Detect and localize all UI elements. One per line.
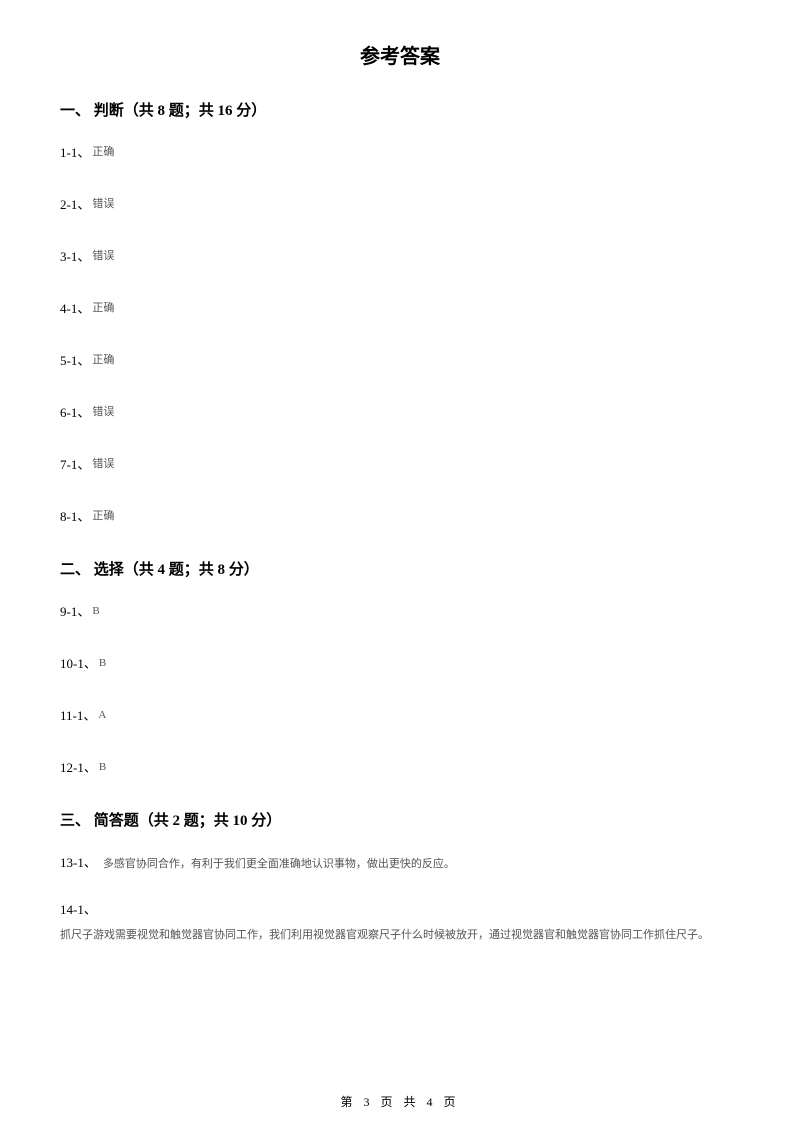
answer-text: 抓尺子游戏需要视觉和触觉器官协同工作，我们利用视觉器官观察尺子什么时候被放开，通… — [60, 926, 740, 946]
answer-value: 正确 — [92, 351, 114, 367]
answer-row-long: 14-1、 抓尺子游戏需要视觉和触觉器官协同工作，我们利用视觉器官观察尺子什么时… — [60, 899, 740, 946]
answer-number: 12-1、 — [60, 757, 97, 776]
answer-number: 11-1、 — [60, 705, 96, 724]
answer-number: 13-1、 — [60, 855, 97, 870]
answer-row: 7-1、 错误 — [60, 454, 740, 473]
page-footer: 第 3 页 共 4 页 — [0, 1093, 800, 1110]
answer-row: 5-1、 正确 — [60, 350, 740, 369]
answer-text: 多感官协同合作，有利于我们更全面准确地认识事物，做出更快的反应。 — [103, 858, 455, 870]
answer-value: 错误 — [92, 195, 114, 211]
section-2-header: 二、 选择（共 4 题；共 8 分） — [60, 558, 740, 579]
answer-number: 8-1、 — [60, 506, 90, 525]
answer-number: 1-1、 — [60, 142, 90, 161]
answer-row: 1-1、 正确 — [60, 142, 740, 161]
answer-value: 正确 — [92, 143, 114, 159]
answer-number: 14-1、 — [60, 899, 740, 918]
answer-value: B — [92, 605, 99, 617]
answer-value: A — [98, 709, 106, 721]
answer-value: 错误 — [92, 247, 114, 263]
answer-number: 7-1、 — [60, 454, 90, 473]
answer-value: 错误 — [92, 403, 114, 419]
answer-row: 3-1、 错误 — [60, 246, 740, 265]
answer-number: 4-1、 — [60, 298, 90, 317]
section-3-header: 三、 简答题（共 2 题；共 10 分） — [60, 809, 740, 830]
answer-number: 6-1、 — [60, 402, 90, 421]
answer-row: 10-1、 B — [60, 653, 740, 672]
answer-row: 6-1、 错误 — [60, 402, 740, 421]
answer-value: 错误 — [92, 455, 114, 471]
page-title: 参考答案 — [60, 40, 740, 69]
answer-value: 正确 — [92, 299, 114, 315]
answer-row-long: 13-1、 多感官协同合作，有利于我们更全面准确地认识事物，做出更快的反应。 — [60, 852, 740, 874]
answer-row: 2-1、 错误 — [60, 194, 740, 213]
answer-row: 11-1、 A — [60, 705, 740, 724]
answer-number: 5-1、 — [60, 350, 90, 369]
answer-number: 10-1、 — [60, 653, 97, 672]
answer-number: 9-1、 — [60, 601, 90, 620]
answer-row: 8-1、 正确 — [60, 506, 740, 525]
answer-value: B — [99, 657, 106, 669]
answer-row: 9-1、 B — [60, 601, 740, 620]
answer-value: 正确 — [92, 507, 114, 523]
answer-value: B — [99, 761, 106, 773]
answer-number: 2-1、 — [60, 194, 90, 213]
section-1-header: 一、 判断（共 8 题；共 16 分） — [60, 99, 740, 120]
answer-row: 12-1、 B — [60, 757, 740, 776]
answer-row: 4-1、 正确 — [60, 298, 740, 317]
answer-number: 3-1、 — [60, 246, 90, 265]
